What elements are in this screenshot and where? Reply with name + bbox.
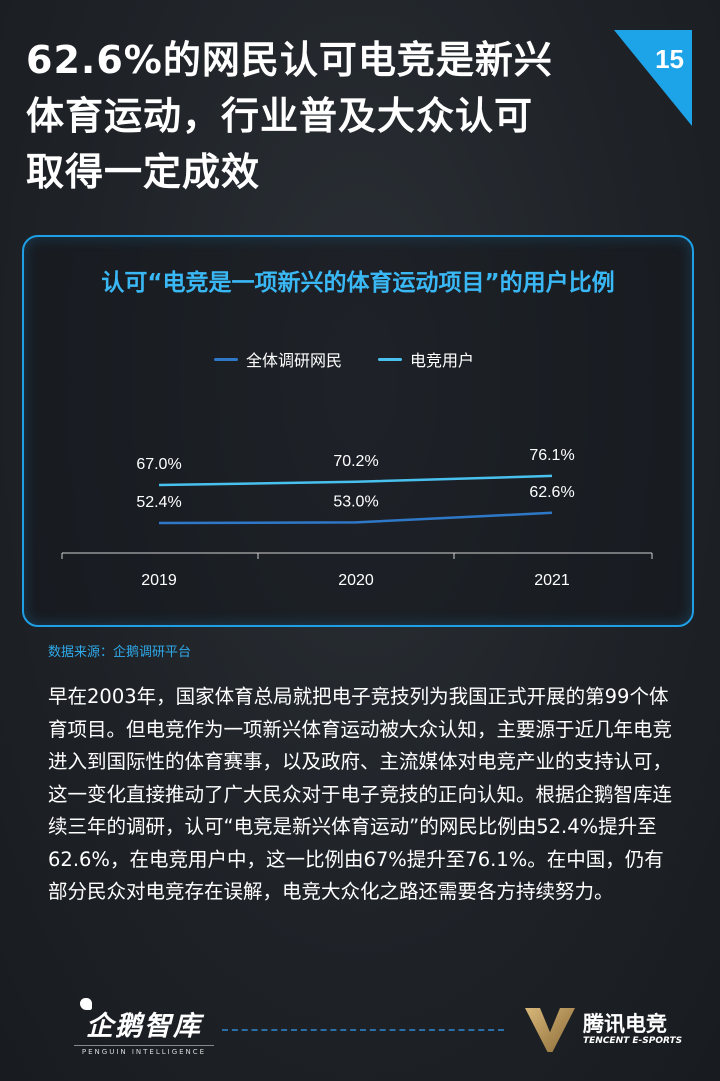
penguin-brand-subtitle: PENGUIN INTELLIGENCE: [74, 1045, 214, 1056]
x-tick-label-2020: 2020: [338, 572, 374, 589]
data-label-s1-2019: 67.0%: [136, 456, 181, 473]
footer-divider: [222, 1029, 504, 1031]
penguin-icon: [80, 998, 92, 1010]
v-logo-icon: [525, 1008, 575, 1052]
legend-item-esports-users: 电竞用户: [378, 347, 474, 371]
legend-label-esports-users: 电竞用户: [410, 351, 475, 370]
tencent-esports-logo: 腾讯电竞 TENCENT E-SPORTS: [525, 1006, 705, 1056]
tencent-esports-brand: 腾讯电竞: [583, 1012, 667, 1036]
chart-card: 认可“电竞是一项新兴的体育运动项目”的用户比例 全体调研网民 电竞用户 2019…: [22, 235, 694, 627]
legend-swatch-esports-users: [378, 357, 403, 361]
chart-title: 认可“电竞是一项新兴的体育运动项目”的用户比例: [101, 270, 615, 296]
legend-label-all-users: 全体调研网民: [246, 351, 343, 370]
penguin-brand-name: 企鹅智库: [86, 1011, 202, 1042]
headline-line-1: 62.6%的网民认可电竞是新兴: [26, 38, 553, 82]
penguin-intelligence-logo: 企鹅智库 PENGUIN INTELLIGENCE: [74, 998, 214, 1056]
line-chart: 2019 2020 2021 52.4% 53.0% 62.6% 67.0% 70.2% 76.…: [61, 447, 653, 589]
series-line-1: [158, 474, 553, 487]
legend-swatch-all-users: [214, 357, 238, 361]
x-tick-label-2019: 2019: [141, 572, 177, 589]
data-label-s1-2020: 70.2%: [333, 453, 378, 470]
body-paragraph: 早在2003年，国家体育总局就把电子竞技列为我国正式开展的第99个体育项目。但电…: [48, 685, 673, 903]
chart-legend: 全体调研网民 电竞用户: [214, 347, 474, 371]
tencent-esports-subtitle: TENCENT E-SPORTS: [583, 1036, 683, 1046]
page-headline: 62.6%的网民认可电竞是新兴 体育运动，行业普及大众认可 取得一定成效: [26, 32, 616, 200]
data-label-s0-2020: 53.0%: [333, 493, 378, 510]
penguin-brand-text: 企鹅智库: [74, 998, 214, 1043]
headline-line-2: 体育运动，行业普及大众认可: [26, 94, 534, 138]
legend-item-all-users: 全体调研网民: [214, 347, 342, 371]
data-source: 数据来源：企鹅调研平台: [48, 645, 192, 660]
data-label-s0-2021: 62.6%: [529, 484, 574, 501]
data-label-s0-2019: 52.4%: [136, 494, 181, 511]
headline-line-3: 取得一定成效: [26, 150, 261, 194]
series-line-0: [158, 511, 553, 525]
data-label-s1-2021: 76.1%: [529, 447, 574, 464]
x-tick-label-2021: 2021: [534, 572, 570, 589]
page-number: 15: [655, 44, 684, 74]
